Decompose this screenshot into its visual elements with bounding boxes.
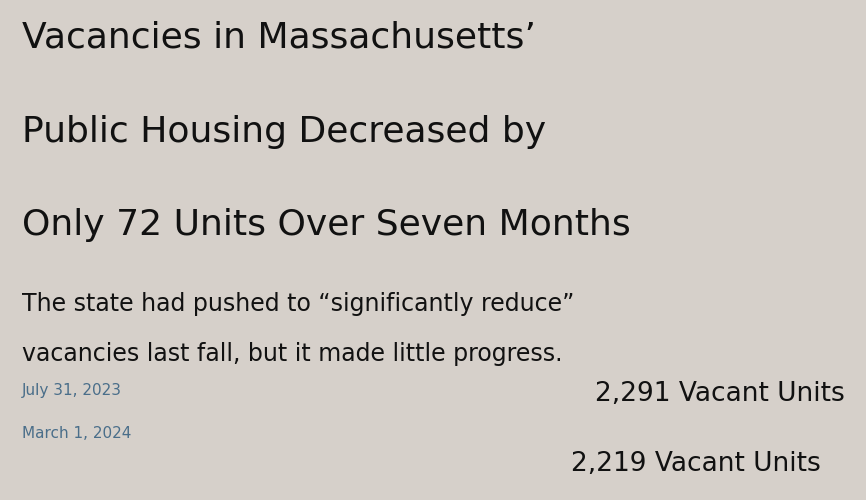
Text: Only 72 Units Over Seven Months: Only 72 Units Over Seven Months [22, 208, 630, 242]
Text: The state had pushed to “significantly reduce”: The state had pushed to “significantly r… [22, 292, 574, 316]
Text: 2,291 Vacant Units: 2,291 Vacant Units [595, 381, 845, 407]
Text: Public Housing Decreased by: Public Housing Decreased by [22, 115, 546, 149]
Text: March 1, 2024: March 1, 2024 [22, 426, 131, 441]
Text: vacancies last fall, but it made little progress.: vacancies last fall, but it made little … [22, 342, 562, 366]
Text: 2,219 Vacant Units: 2,219 Vacant Units [572, 451, 821, 477]
Text: July 31, 2023: July 31, 2023 [22, 382, 121, 398]
Text: Vacancies in Massachusetts’: Vacancies in Massachusetts’ [22, 20, 535, 54]
